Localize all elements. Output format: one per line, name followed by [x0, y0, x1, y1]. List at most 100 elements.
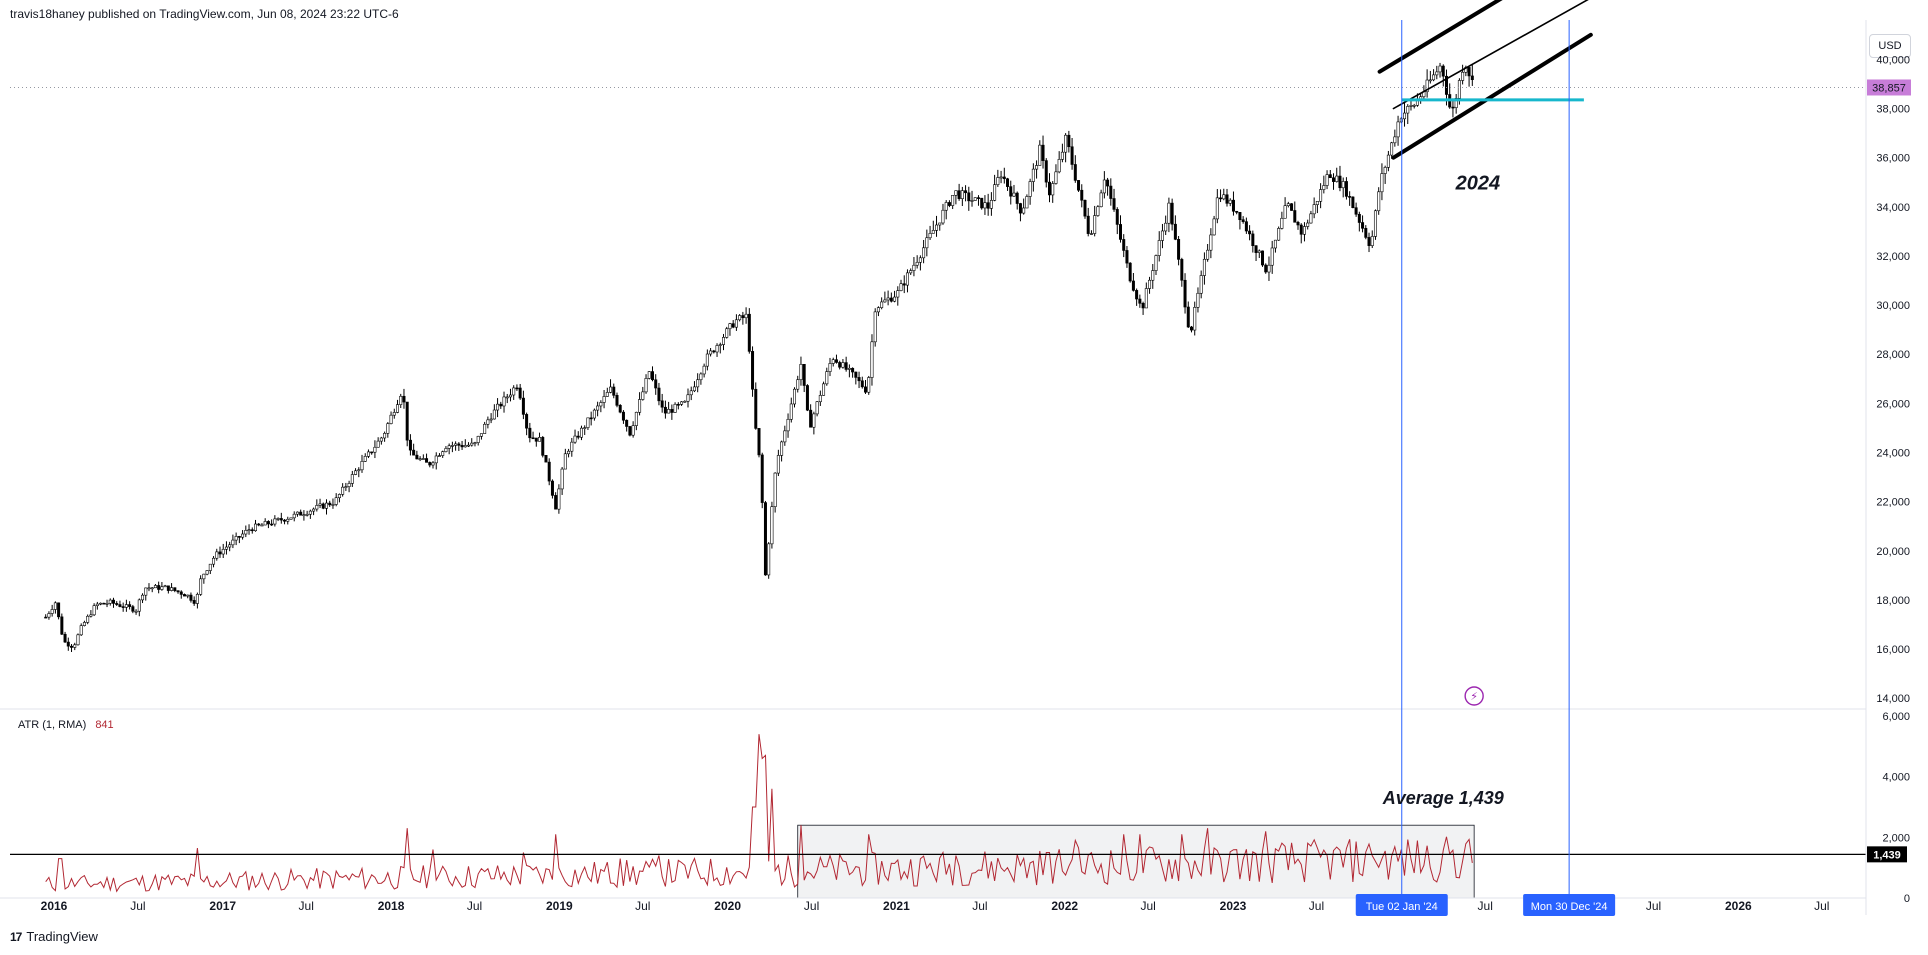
candle-body [457, 443, 461, 446]
price-panel[interactable] [0, 62, 1866, 710]
candle [1047, 173, 1051, 203]
candle [1148, 276, 1152, 294]
candle [880, 297, 884, 310]
candle-body [683, 400, 687, 403]
candle-body [1080, 189, 1084, 201]
candle-body [86, 615, 90, 623]
candle-body [454, 443, 458, 446]
candle [308, 509, 312, 519]
candle [647, 371, 651, 380]
candle [337, 493, 341, 503]
candle-body [705, 353, 709, 367]
candle [386, 422, 390, 438]
candle [893, 290, 897, 303]
candle [576, 431, 580, 440]
candle [467, 442, 471, 448]
candle-body [954, 190, 958, 196]
candle [176, 590, 180, 594]
candle [325, 499, 329, 515]
candle [1183, 273, 1187, 314]
candle-body [528, 427, 532, 439]
time-axis[interactable]: 2016 Jul 2017 Jul 2018 Jul 2019 Jul 2020 Jul 2021 J… [0, 894, 1866, 916]
average-value-badge [1867, 846, 1907, 863]
candle [1073, 155, 1077, 183]
candle-body [609, 386, 613, 393]
price-tick-label: 20,000 [1876, 546, 1910, 558]
candle [867, 375, 871, 395]
candle-body [502, 396, 506, 407]
candle-body [347, 483, 351, 487]
price-tick-label: 36,000 [1876, 153, 1910, 165]
candle-body [434, 455, 438, 464]
candle-body [402, 395, 406, 403]
candle-body [944, 202, 948, 211]
candle-body [60, 616, 64, 635]
candle [1264, 263, 1268, 274]
candle [1164, 215, 1168, 236]
candle-body [1438, 65, 1442, 73]
candle-body [276, 518, 280, 520]
candle-body [1157, 240, 1161, 256]
candle-body [1370, 236, 1374, 246]
candle [292, 511, 296, 522]
candle-body [1432, 74, 1436, 81]
candle [144, 587, 148, 601]
candle-body [173, 587, 177, 591]
candle [1412, 103, 1416, 109]
candle [809, 404, 813, 428]
candle [221, 543, 225, 559]
candle [738, 314, 742, 322]
candle-body [141, 594, 145, 601]
candle-body [1454, 97, 1458, 108]
candle [1367, 232, 1371, 253]
candle [935, 215, 939, 237]
candle [657, 382, 661, 406]
candle-body [1373, 210, 1377, 237]
atr-panel[interactable] [10, 734, 1866, 899]
candle [483, 421, 487, 434]
candle [1154, 254, 1158, 276]
candle-body [228, 544, 232, 548]
end-date-badge: Mon 30 Dec '24 [1523, 894, 1616, 916]
candle-body [825, 371, 829, 385]
candle-body [1283, 205, 1287, 219]
candle-body [641, 391, 645, 400]
candle [331, 498, 335, 509]
candle-body [547, 461, 551, 482]
candle [712, 349, 716, 354]
candle-body [328, 502, 332, 506]
candle-body [660, 400, 664, 408]
chart-canvas[interactable]: 2016 Jul 2017 Jul 2018 Jul 2019 Jul 2020 Jul 2021 J… [0, 0, 1928, 925]
candle-body [383, 433, 387, 439]
average-box [797, 824, 1475, 899]
price-axis[interactable]: 38,857 40,000 38,000 36,000 34,000 32,000 30,0… [1865, 20, 1911, 915]
candle-body [725, 328, 729, 338]
candle [1199, 270, 1203, 299]
candle-body [44, 616, 48, 619]
candle [825, 367, 829, 386]
candle-body [79, 625, 83, 636]
candle-body [150, 587, 154, 590]
candle [1080, 184, 1084, 208]
candle [195, 592, 199, 609]
candle-body [805, 385, 809, 411]
candle-body [638, 399, 642, 413]
candle [951, 195, 955, 210]
candle-body [860, 380, 864, 388]
candle-body [1054, 171, 1058, 184]
candle-body [631, 425, 635, 436]
candle-body [92, 605, 96, 616]
candle [479, 433, 483, 440]
currency-button[interactable]: USD [1869, 34, 1911, 58]
candle-body [960, 190, 964, 199]
candle-body [1403, 112, 1407, 120]
candle-body [1183, 279, 1187, 308]
candle-body [331, 504, 335, 506]
candle [76, 633, 80, 646]
candle [1196, 287, 1200, 313]
candle [705, 349, 709, 371]
candle [631, 421, 635, 438]
candle [502, 391, 506, 413]
candle-body [1083, 199, 1087, 217]
candle-body [1267, 264, 1271, 273]
